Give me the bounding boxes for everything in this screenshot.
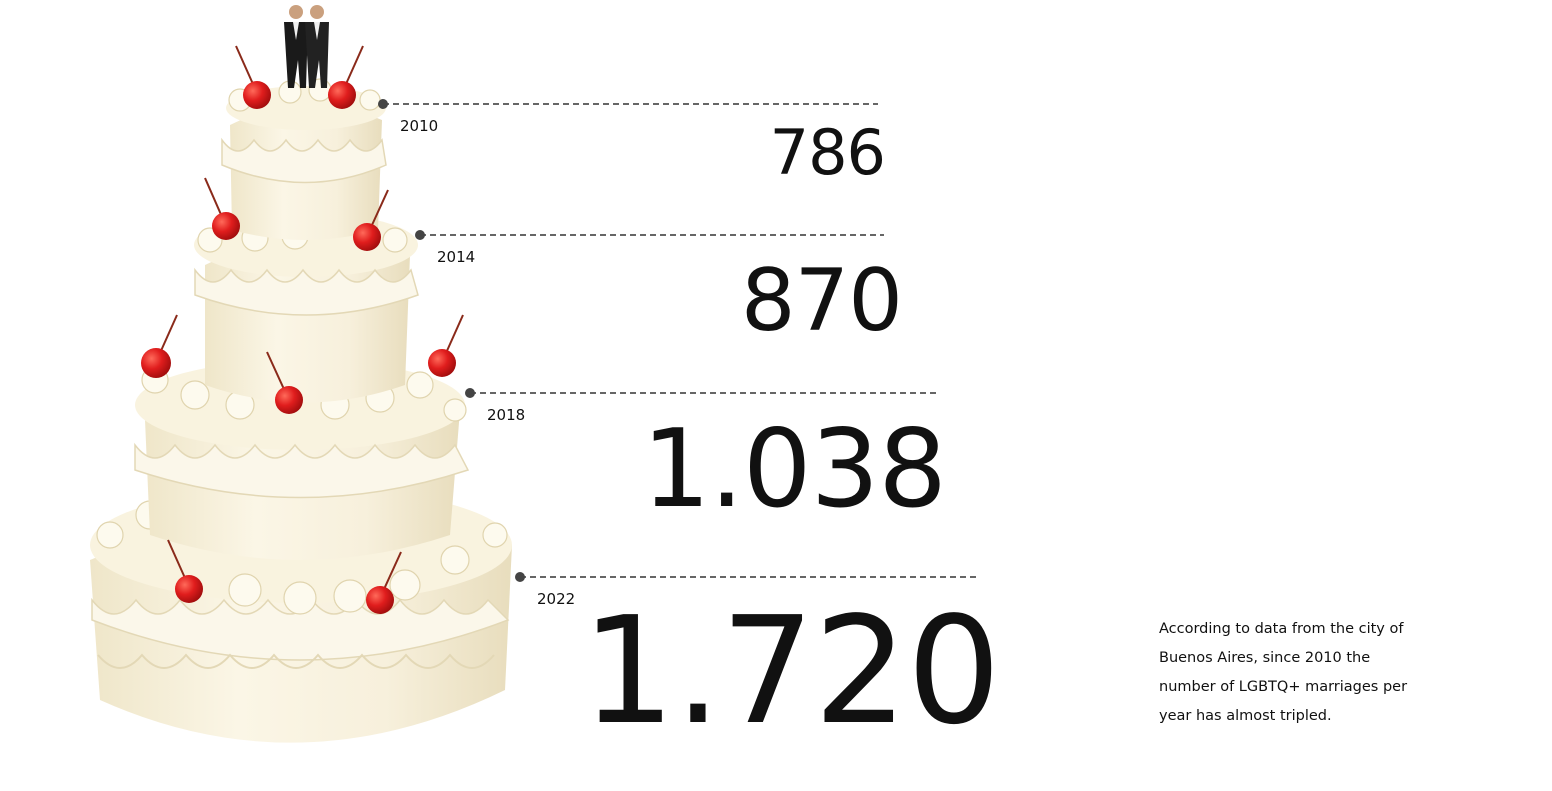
cake-tier-second bbox=[194, 213, 419, 403]
leader-dot-2010 bbox=[378, 99, 388, 109]
chart-note: According to data from the city of Bueno… bbox=[1159, 621, 1408, 724]
value-label-2010: 786 bbox=[770, 116, 885, 189]
chart-marks: 2010 786 2014 870 2018 1.038 2022 1.720 bbox=[378, 99, 1001, 757]
value-label-2014: 870 bbox=[741, 251, 902, 351]
cake-tier-top bbox=[221, 78, 387, 240]
year-label-2014: 2014 bbox=[437, 248, 475, 266]
cherries bbox=[141, 45, 464, 614]
value-label-2018: 1.038 bbox=[642, 407, 946, 532]
groom-figurines bbox=[284, 5, 329, 88]
leader-dot-2014 bbox=[415, 230, 425, 240]
leader-dot-2018 bbox=[465, 388, 475, 398]
year-label-2022: 2022 bbox=[537, 590, 575, 608]
wedding-cake-illustration bbox=[90, 5, 512, 743]
year-label-2010: 2010 bbox=[400, 117, 438, 135]
value-label-2022: 1.720 bbox=[581, 585, 1000, 757]
year-label-2018: 2018 bbox=[487, 406, 525, 424]
leader-dot-2022 bbox=[515, 572, 525, 582]
